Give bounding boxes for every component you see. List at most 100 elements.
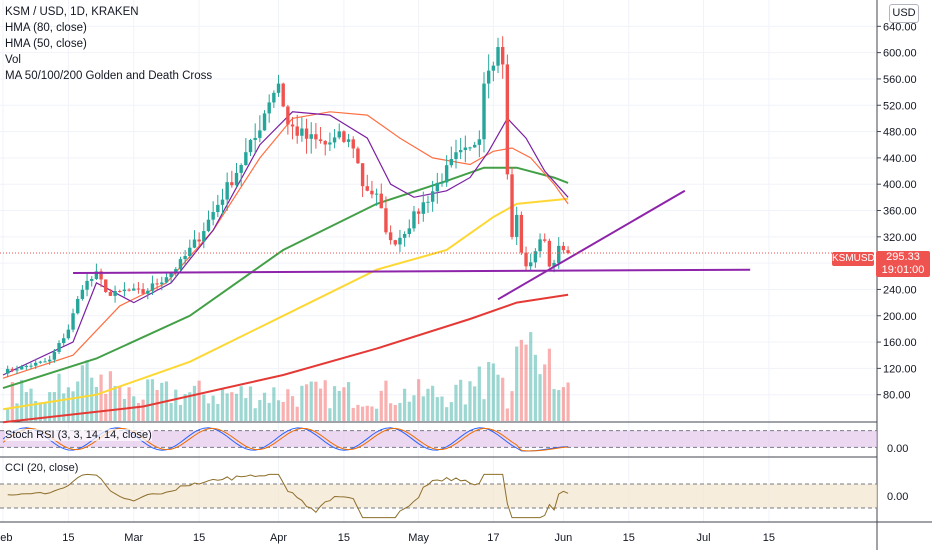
time-tick-label: 15 xyxy=(62,532,74,544)
volume-bar xyxy=(216,404,220,421)
volume-bar xyxy=(459,379,463,421)
candle xyxy=(192,230,197,249)
candle-body xyxy=(449,159,454,166)
candle-body xyxy=(337,131,341,138)
legend-hma50[interactable]: HMA (50, close) xyxy=(5,38,87,50)
candle xyxy=(524,246,528,272)
candle xyxy=(356,146,360,164)
volume-bar xyxy=(6,408,10,421)
volume-bar xyxy=(234,393,239,421)
volume-bar xyxy=(304,384,309,421)
candle xyxy=(360,163,365,198)
volume-bar xyxy=(230,392,234,421)
candle xyxy=(150,275,155,296)
candle xyxy=(146,288,150,300)
candle-body xyxy=(482,83,486,140)
candle xyxy=(529,253,533,272)
candle xyxy=(482,72,486,153)
candle xyxy=(104,279,108,294)
candle-body xyxy=(267,102,271,114)
volume-bar xyxy=(38,402,42,421)
legend-title[interactable]: KSM / USD, 1D, KRAKEN xyxy=(5,6,139,18)
chart-legend: KSM / USD, 1D, KRAKEN HMA (80, close) HM… xyxy=(5,4,212,84)
candle-body xyxy=(276,83,281,93)
legend-ma-cross[interactable]: MA 50/100/200 Golden and Death Cross xyxy=(5,70,213,82)
ma-line-50 xyxy=(2,166,569,390)
candle-body xyxy=(552,262,556,267)
legend-vol[interactable]: Vol xyxy=(5,54,21,66)
candle xyxy=(43,357,47,363)
volume-bar xyxy=(290,396,295,421)
legend-hma80[interactable]: HMA (80, close) xyxy=(5,22,87,34)
volume-bar xyxy=(547,348,551,421)
candle-body xyxy=(332,137,337,143)
stoch-rsi-label[interactable]: Stoch RSI (3, 3, 14, 14, close) xyxy=(5,429,152,441)
volume-bar xyxy=(417,379,421,421)
candle-body xyxy=(543,239,547,241)
price-tick-label: 560.00 xyxy=(883,74,917,86)
candle xyxy=(449,146,454,168)
ma-line-100 xyxy=(2,197,569,411)
candle xyxy=(477,130,482,158)
candle xyxy=(332,128,337,149)
volume-bar xyxy=(85,360,89,421)
volume-bar xyxy=(34,401,38,421)
volume-bar xyxy=(314,381,318,421)
candle-body xyxy=(486,70,491,84)
candle-body xyxy=(472,144,477,148)
candle-body xyxy=(388,232,393,241)
volume-bar xyxy=(384,380,388,421)
cci-pane xyxy=(0,473,877,519)
candle-body xyxy=(248,139,253,153)
volume-bar xyxy=(146,379,150,421)
candle-body xyxy=(547,240,552,267)
candle-body xyxy=(393,240,397,245)
candle-body xyxy=(5,368,10,374)
volume-bar xyxy=(487,362,491,421)
candle-body xyxy=(398,237,402,245)
candle xyxy=(258,115,262,143)
candle xyxy=(323,140,327,156)
candle xyxy=(80,285,85,301)
candle-body xyxy=(412,211,416,229)
cci-label[interactable]: CCI (20, close) xyxy=(5,462,79,474)
volume-bar xyxy=(108,371,113,421)
candle xyxy=(290,116,295,140)
candle-body xyxy=(557,245,561,263)
candle xyxy=(543,233,547,243)
candle xyxy=(183,250,187,266)
candle xyxy=(328,132,332,152)
candle-body xyxy=(80,289,85,299)
candle-body xyxy=(244,152,248,166)
volume-bar xyxy=(99,374,103,421)
candle-body xyxy=(295,126,299,136)
candle-body xyxy=(104,279,108,292)
candle xyxy=(155,278,159,291)
time-tick-label: Mar xyxy=(124,532,143,544)
volume-bar xyxy=(515,346,519,421)
candle-body xyxy=(132,288,136,291)
candle-body xyxy=(314,134,318,140)
candle-body xyxy=(164,277,169,283)
time-tick-label: 15 xyxy=(338,532,350,544)
volume-bar xyxy=(318,388,323,421)
trendline-horizontal-support xyxy=(73,268,751,274)
volume-bar xyxy=(48,392,52,421)
candle xyxy=(19,364,24,370)
volume-bar xyxy=(248,386,253,421)
volume-bar xyxy=(566,382,570,421)
candle-body xyxy=(290,124,295,127)
volume-bar xyxy=(272,387,276,421)
volume-bar xyxy=(211,395,215,421)
candle-body xyxy=(402,233,407,238)
candle xyxy=(519,211,524,256)
volume-bar xyxy=(356,404,360,421)
currency-button[interactable]: USD xyxy=(889,4,919,23)
price-axis: 80.00120.00160.00200.00240.00280.00320.0… xyxy=(877,21,917,402)
time-tick-label: 17 xyxy=(487,532,499,544)
volume-bar xyxy=(421,396,425,421)
candle xyxy=(286,104,290,135)
volume-bar xyxy=(174,389,178,421)
volume-bar xyxy=(557,390,561,421)
